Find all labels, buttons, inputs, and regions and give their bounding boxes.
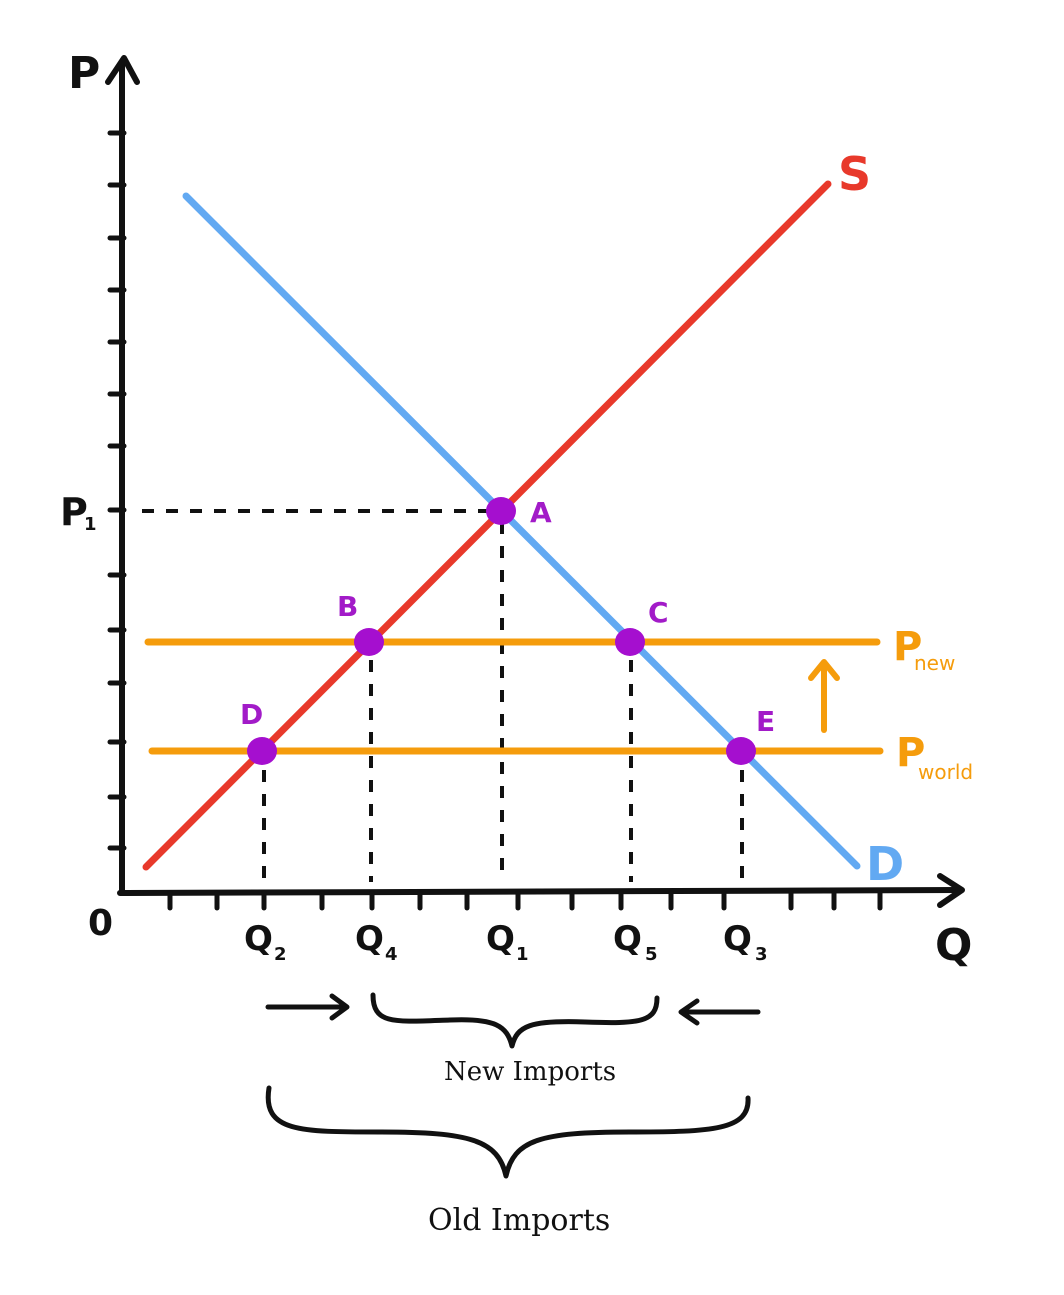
x-axis-arrowhead — [937, 873, 965, 908]
demand-label: D — [866, 837, 904, 891]
q1-letter: Q — [486, 919, 515, 959]
p-new-label: P new — [893, 624, 955, 675]
y-axis-label: P — [68, 48, 100, 99]
q5-subscript: 5 — [645, 944, 658, 965]
q5-label: Q 5 — [613, 919, 658, 965]
p1-label: P 1 — [60, 490, 97, 535]
new-imports-brace — [370, 992, 660, 1049]
q3-subscript: 3 — [755, 944, 768, 965]
p-world-letter: P — [896, 730, 925, 776]
demand-curve — [182, 192, 861, 870]
q4-label: Q 4 — [355, 919, 398, 965]
p-new-letter: P — [893, 624, 922, 670]
q2-letter: Q — [244, 919, 273, 959]
point-c-label: C — [648, 596, 669, 629]
q3-letter: Q — [723, 919, 752, 959]
p1-letter: P — [60, 490, 88, 534]
x-axis-ticks — [167, 890, 883, 911]
x-axis — [117, 887, 963, 896]
point-a-label: A — [530, 496, 552, 529]
left-arrow-icon — [678, 998, 761, 1026]
q3-label: Q 3 — [723, 919, 768, 965]
y-axis-ticks — [107, 130, 127, 851]
p1-subscript: 1 — [84, 514, 97, 535]
p-new-subscript: new — [914, 651, 955, 675]
q4-letter: Q — [355, 919, 384, 959]
new-imports-label: New Imports — [444, 1057, 616, 1087]
q1-subscript: 1 — [516, 944, 529, 965]
point-b-label: B — [337, 590, 358, 623]
old-imports-brace — [265, 1085, 751, 1179]
origin-label: 0 — [88, 903, 113, 944]
q2-subscript: 2 — [274, 944, 287, 965]
point-labels: A B C D E — [240, 496, 775, 738]
up-arrow-icon — [808, 659, 840, 733]
point-c — [615, 628, 645, 656]
quantity-labels: Q 2 Q 4 Q 1 Q 5 Q 3 — [244, 919, 768, 965]
right-arrow-icon — [265, 993, 350, 1021]
point-a — [486, 497, 516, 525]
q1-label: Q 1 — [486, 919, 529, 965]
point-e — [726, 737, 756, 765]
point-d — [247, 737, 277, 765]
point-e-label: E — [756, 705, 775, 738]
supply-label: S — [838, 147, 871, 201]
equilibrium-points — [247, 497, 756, 765]
axes — [105, 55, 965, 911]
p-world-label: P world — [896, 730, 973, 784]
old-imports-label: Old Imports — [428, 1203, 610, 1238]
point-d-label: D — [240, 698, 263, 731]
q5-letter: Q — [613, 919, 642, 959]
supply-curve — [142, 180, 832, 871]
y-axis-arrowhead — [105, 55, 140, 85]
p-world-subscript: world — [918, 760, 973, 784]
q4-subscript: 4 — [385, 944, 398, 965]
q2-label: Q 2 — [244, 919, 287, 965]
x-axis-label: Q — [935, 920, 972, 971]
point-b — [354, 628, 384, 656]
dashed-guides — [142, 509, 744, 882]
